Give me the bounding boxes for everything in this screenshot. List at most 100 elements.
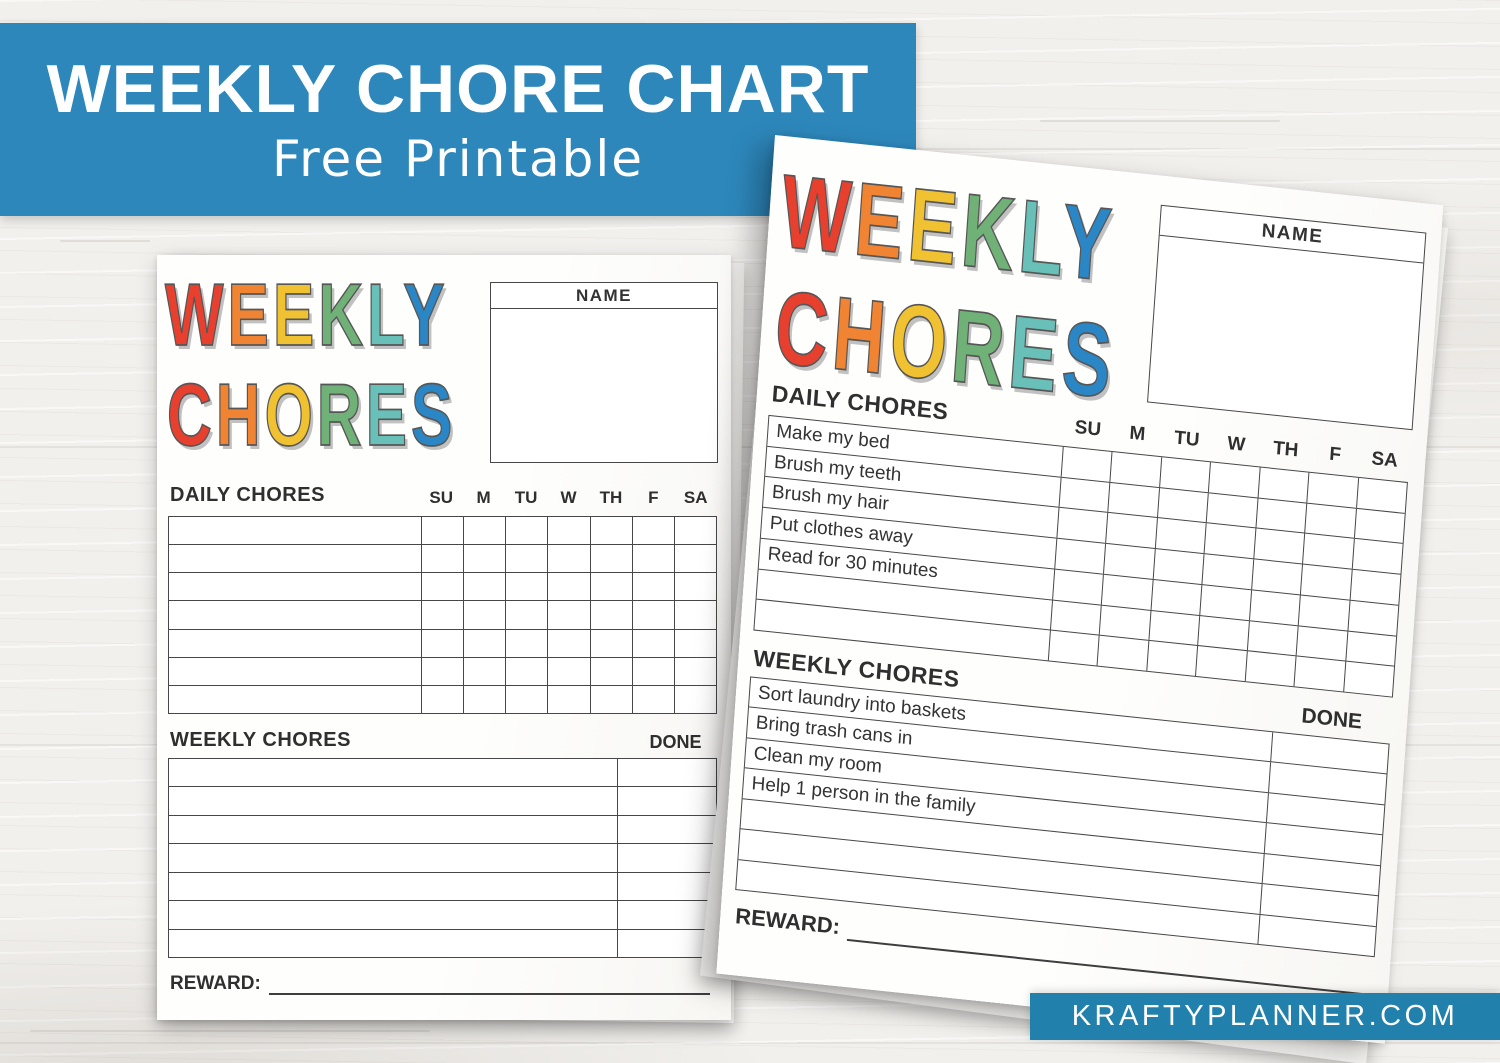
day-checkbox-cell [463,629,505,657]
day-checkbox-cell [1096,635,1149,671]
chore-name-cell [169,573,421,600]
day-checkbox-cell [547,685,589,713]
day-checkbox-cell [421,657,463,685]
weekly-chore-row [169,871,716,901]
day-checkbox-cell [589,545,632,573]
day-checkbox-cell [463,601,505,629]
chore-name-cell [169,873,617,900]
chore-name-cell [169,601,421,628]
day-checkbox-cell [673,601,716,629]
day-checkbox-cell [673,657,716,685]
done-checkbox-cell [617,901,716,929]
chore-name-cell [169,759,617,786]
daily-chore-row [169,684,716,713]
done-checkbox-cell [617,844,716,872]
daily-chore-row [169,656,716,685]
weekly-chore-row [169,843,716,872]
logo-letter: L [366,266,404,365]
daily-chores-label: DAILY CHORES [170,484,325,506]
chore-name-cell [169,816,617,843]
weekly-chores-table [168,758,717,958]
day-checkbox-cell [547,517,589,545]
day-checkbox-cell [631,573,674,601]
daily-chores-table [168,516,717,714]
promo-title: WEEKLY CHORE CHART [46,50,870,127]
chore-name-cell [169,787,617,814]
day-checkbox-cell [463,657,505,685]
done-checkbox-cell [617,759,716,787]
promo-subtitle: Free Printable [271,129,645,188]
day-header: SU [1074,416,1102,441]
daily-chore-row [169,544,716,573]
logo-letter: S [1058,299,1121,421]
day-checkbox-cell [1342,661,1394,697]
day-header: SA [683,488,708,507]
day-checkbox-cell [547,601,589,629]
day-checkbox-cell [673,517,716,545]
wood-grain-line [30,1030,430,1032]
logo-letter: R [316,366,366,465]
logo-letter: E [272,266,319,365]
weekly-chore-row [169,759,716,787]
name-box: NAME [1147,204,1427,431]
day-checkbox-cell [421,573,463,601]
day-header: F [1328,443,1342,466]
chore-name-cell [169,844,617,871]
wood-grain-line [60,240,150,242]
logo-line-chores: CHORES [166,369,456,462]
logo-letter: Y [403,266,449,365]
printable-chore-chart-blank: WEEKLY CHORES NAME DAILY CHORES SU M TU W TH… [157,255,731,1020]
logo-letter: H [215,366,265,465]
weekly-chore-row [169,814,716,844]
day-checkbox-cell [505,657,547,685]
weekly-chore-row [169,786,716,815]
weekly-chores-label: WEEKLY CHORES [170,729,351,751]
logo-letter: O [264,366,317,465]
daily-chore-row [169,572,716,601]
day-checkbox-cell [631,629,674,657]
reward-row: REWARD: [170,973,710,995]
day-checkbox-cell [631,545,674,573]
day-checkbox-cell [463,573,505,601]
day-checkbox-cell [589,685,632,713]
site-url-text: KRAFTYPLANNER.COM [1071,1000,1459,1032]
day-checkbox-cell [673,545,716,573]
day-checkbox-cell [673,573,716,601]
weekly-chores-logo: WEEKLY CHORES [164,269,485,481]
day-checkbox-cell [589,601,632,629]
logo-letter: E [904,167,967,289]
day-checkbox-cell [505,573,547,601]
day-checkbox-cell [505,545,547,573]
day-checkbox-cell [463,545,505,573]
day-checkbox-cell [1244,651,1296,687]
day-checkbox-cell [589,573,632,601]
name-box: NAME [490,282,718,463]
day-checkbox-cell [421,685,463,713]
daily-chore-row [169,517,716,545]
day-header-row: SU M TU W TH F SA [420,488,717,508]
done-checkbox-cell [617,787,716,815]
daily-chore-row [169,600,716,629]
day-checkbox-cell [1195,646,1247,682]
day-header: SA [1370,448,1399,472]
day-header: M [1128,422,1146,446]
logo-letter: S [410,366,457,465]
day-checkbox-cell [421,601,463,629]
logo-letter: W [164,266,228,365]
done-checkbox-cell [617,815,716,844]
logo-letter: K [318,266,368,365]
day-checkbox-cell [589,517,632,545]
day-header: TU [514,488,538,507]
day-checkbox-cell [673,685,716,713]
logo-letter: K [957,172,1024,294]
logo-letter: O [886,281,957,404]
day-header: TU [1173,427,1201,452]
logo-letter: H [828,275,895,397]
chore-name-cell [169,545,421,572]
day-checkbox-cell [547,545,589,573]
day-checkbox-cell [1047,630,1100,666]
logo-letter: E [365,366,411,465]
logo-letter: Y [1057,183,1120,305]
day-checkbox-cell [1146,641,1198,676]
day-checkbox-cell [673,629,716,657]
